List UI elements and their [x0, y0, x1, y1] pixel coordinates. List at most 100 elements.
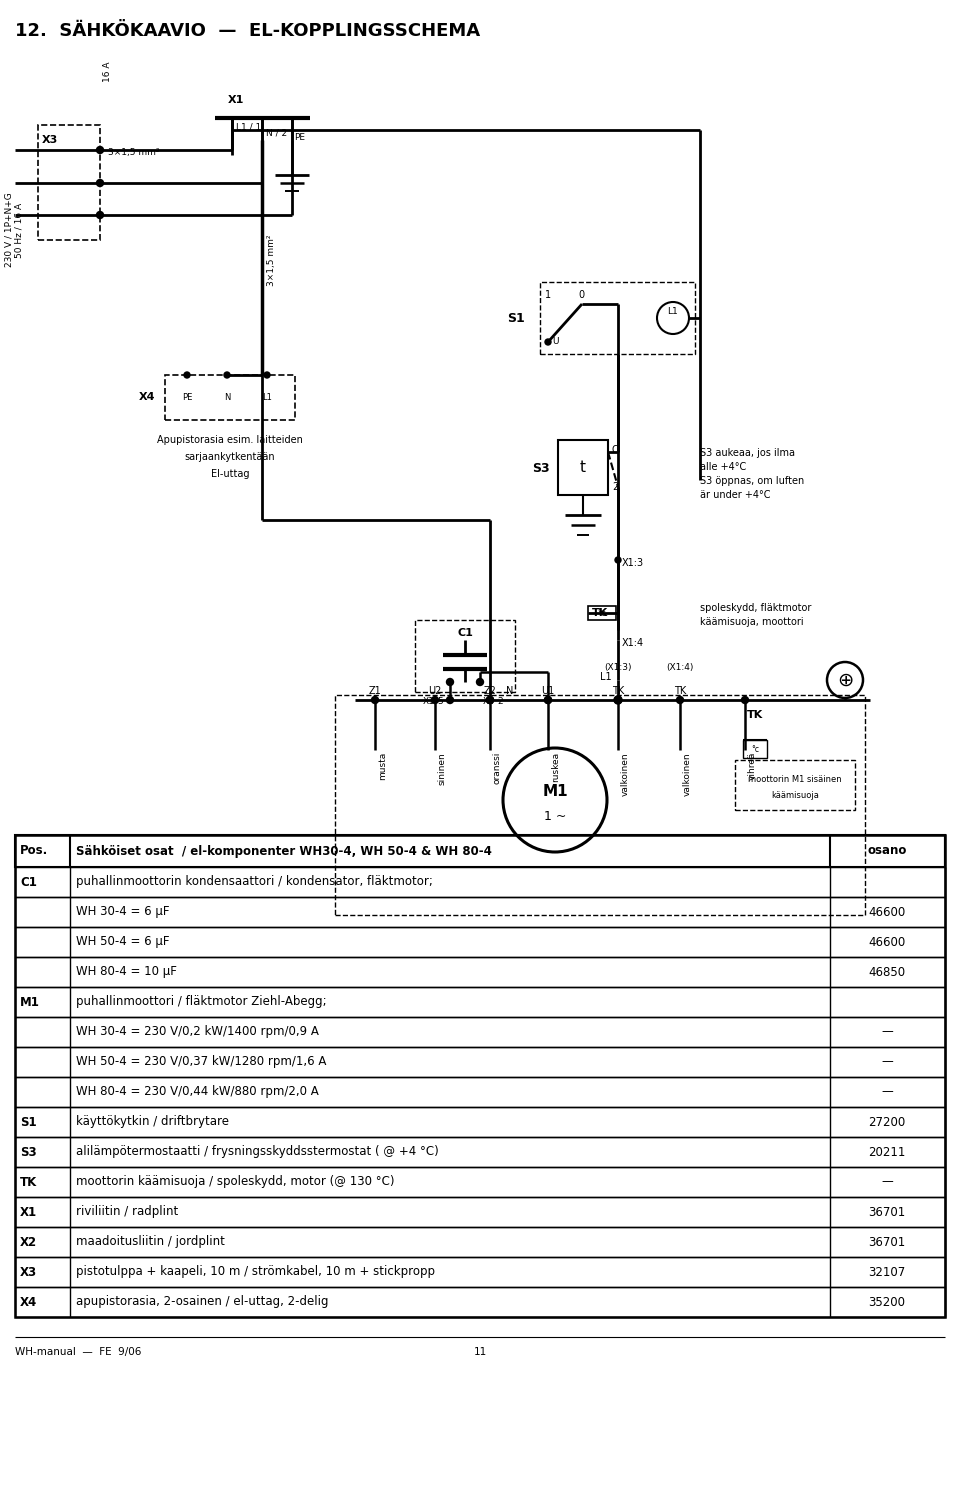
Bar [415, 620, 515, 692]
Bar [15, 897, 945, 927]
Text: apupistorasia, 2-osainen / el-uttag, 2-delig: apupistorasia, 2-osainen / el-uttag, 2-d… [76, 1296, 328, 1308]
Text: WH 80-4 = 230 V/0,44 kW/880 rpm/2,0 A: WH 80-4 = 230 V/0,44 kW/880 rpm/2,0 A [76, 1085, 319, 1099]
Text: X3: X3 [42, 135, 59, 144]
Bar [15, 835, 945, 1317]
Bar [743, 740, 767, 759]
Text: (X1:4): (X1:4) [666, 664, 694, 673]
Text: L1: L1 [600, 673, 612, 682]
Circle shape [446, 679, 453, 685]
Bar [15, 1136, 945, 1166]
Text: TK: TK [674, 686, 686, 695]
Text: U1: U1 [541, 686, 555, 695]
Text: 3×1,5 mm²: 3×1,5 mm² [108, 147, 159, 157]
Bar [735, 760, 855, 810]
Text: 12.  SÄHKÖKAAVIO  —  EL-KOPPLINGSSCHEMA: 12. SÄHKÖKAAVIO — EL-KOPPLINGSSCHEMA [15, 23, 480, 41]
Circle shape [264, 372, 270, 378]
Text: 36701: 36701 [869, 1206, 905, 1219]
Text: Sähköiset osat  / el-komponenter WH30-4, WH 50-4 & WH 80-4: Sähköiset osat / el-komponenter WH30-4, … [76, 844, 492, 858]
Text: ruskea: ruskea [551, 752, 560, 783]
Text: N / 2: N / 2 [266, 128, 287, 137]
Circle shape [615, 557, 621, 563]
Circle shape [487, 697, 493, 703]
Circle shape [446, 697, 453, 703]
Text: —: — [881, 1085, 893, 1099]
Circle shape [544, 697, 551, 703]
Text: —: — [881, 1175, 893, 1189]
Bar [15, 1047, 945, 1078]
Text: C1: C1 [457, 628, 473, 638]
Text: S1: S1 [507, 312, 525, 325]
Bar [558, 439, 608, 495]
Text: puhallinmoottorin kondensaattori / kondensator, fläktmotor;: puhallinmoottorin kondensaattori / konde… [76, 876, 433, 888]
Bar [15, 1166, 945, 1196]
Text: C1: C1 [20, 876, 36, 888]
Text: TK: TK [591, 608, 608, 619]
Text: valkoinen: valkoinen [621, 752, 630, 796]
Bar [165, 375, 295, 420]
Text: käämisuoja: käämisuoja [771, 792, 819, 801]
Bar [15, 1017, 945, 1047]
Text: 35200: 35200 [869, 1296, 905, 1308]
Text: C: C [612, 445, 619, 455]
Text: M1: M1 [542, 784, 567, 799]
Text: moottorin M1 sisäinen: moottorin M1 sisäinen [748, 775, 842, 784]
Bar [15, 1108, 945, 1136]
Text: 16 A: 16 A [103, 62, 111, 83]
Text: valkoinen: valkoinen [683, 752, 692, 796]
Text: 5: 5 [437, 697, 443, 706]
Text: WH 50-4 = 6 μF: WH 50-4 = 6 μF [76, 936, 170, 948]
Text: M1: M1 [20, 995, 40, 1008]
Text: 27200: 27200 [869, 1115, 905, 1129]
Text: X1:4: X1:4 [622, 638, 644, 649]
Text: vihreä: vihreä [748, 752, 757, 781]
Text: 46850: 46850 [869, 966, 905, 978]
Circle shape [487, 697, 493, 703]
Text: 2: 2 [497, 697, 503, 706]
Bar [15, 1078, 945, 1108]
Circle shape [614, 695, 622, 704]
Bar [540, 281, 695, 354]
Text: 3×1,5 mm²: 3×1,5 mm² [267, 235, 276, 286]
Bar [15, 1287, 945, 1317]
Text: N: N [506, 686, 514, 695]
Text: El-uttag: El-uttag [211, 470, 250, 479]
Text: —: — [881, 1055, 893, 1069]
Bar [15, 1227, 945, 1257]
Text: käämisuoja, moottori: käämisuoja, moottori [700, 617, 804, 628]
Bar [588, 607, 616, 620]
Circle shape [544, 697, 551, 703]
Circle shape [431, 697, 439, 703]
Text: Z2: Z2 [484, 686, 496, 695]
Text: S3: S3 [20, 1145, 36, 1159]
Text: Z1: Z1 [369, 686, 381, 695]
Text: °c: °c [598, 608, 607, 617]
Bar [38, 125, 100, 239]
Text: 2: 2 [612, 482, 618, 492]
Bar [15, 1196, 945, 1227]
Text: 230 V / 1P+N+G
50 Hz / 16 A: 230 V / 1P+N+G 50 Hz / 16 A [4, 193, 24, 268]
Text: L1: L1 [667, 307, 679, 316]
Text: spoleskydd, fläktmotor: spoleskydd, fläktmotor [700, 604, 811, 613]
Bar [15, 927, 945, 957]
Text: TK: TK [747, 710, 763, 719]
Text: X4: X4 [20, 1296, 37, 1308]
Text: X1: X1 [423, 697, 435, 706]
Text: X1: X1 [20, 1206, 37, 1219]
Text: 1 ~: 1 ~ [543, 810, 566, 823]
Text: X1: X1 [483, 697, 494, 706]
Text: är under +4°C: är under +4°C [700, 491, 771, 500]
Bar [15, 1257, 945, 1287]
Circle shape [97, 212, 104, 218]
Circle shape [545, 339, 551, 345]
Text: musta: musta [378, 752, 387, 780]
Text: (X1:3): (X1:3) [604, 664, 632, 673]
Circle shape [614, 697, 621, 703]
Text: 32107: 32107 [869, 1266, 905, 1279]
Text: Pos.: Pos. [20, 844, 48, 858]
Circle shape [677, 697, 684, 703]
Text: S3 öppnas, om luften: S3 öppnas, om luften [700, 476, 804, 486]
Circle shape [224, 372, 230, 378]
Text: sarjaankytkentään: sarjaankytkentään [184, 452, 276, 462]
Text: riviliitin / radplint: riviliitin / radplint [76, 1206, 179, 1219]
Text: X4: X4 [138, 391, 155, 402]
